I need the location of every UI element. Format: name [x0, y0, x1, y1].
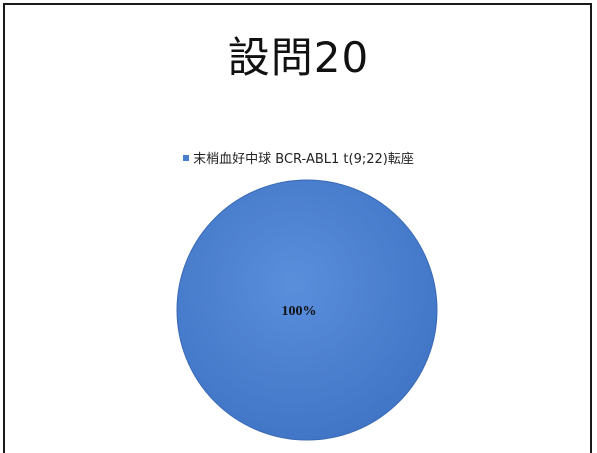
chart-legend: 末梢血好中球 BCR-ABL1 t(9;22)転座: [0, 148, 597, 167]
legend-entry-label: 末梢血好中球 BCR-ABL1 t(9;22)転座: [193, 152, 414, 167]
slide-title: 設問20: [227, 33, 370, 82]
pie-slice: [176, 179, 438, 441]
legend-swatch: [183, 154, 190, 161]
pie-slice-data-label: 100%: [282, 304, 317, 319]
